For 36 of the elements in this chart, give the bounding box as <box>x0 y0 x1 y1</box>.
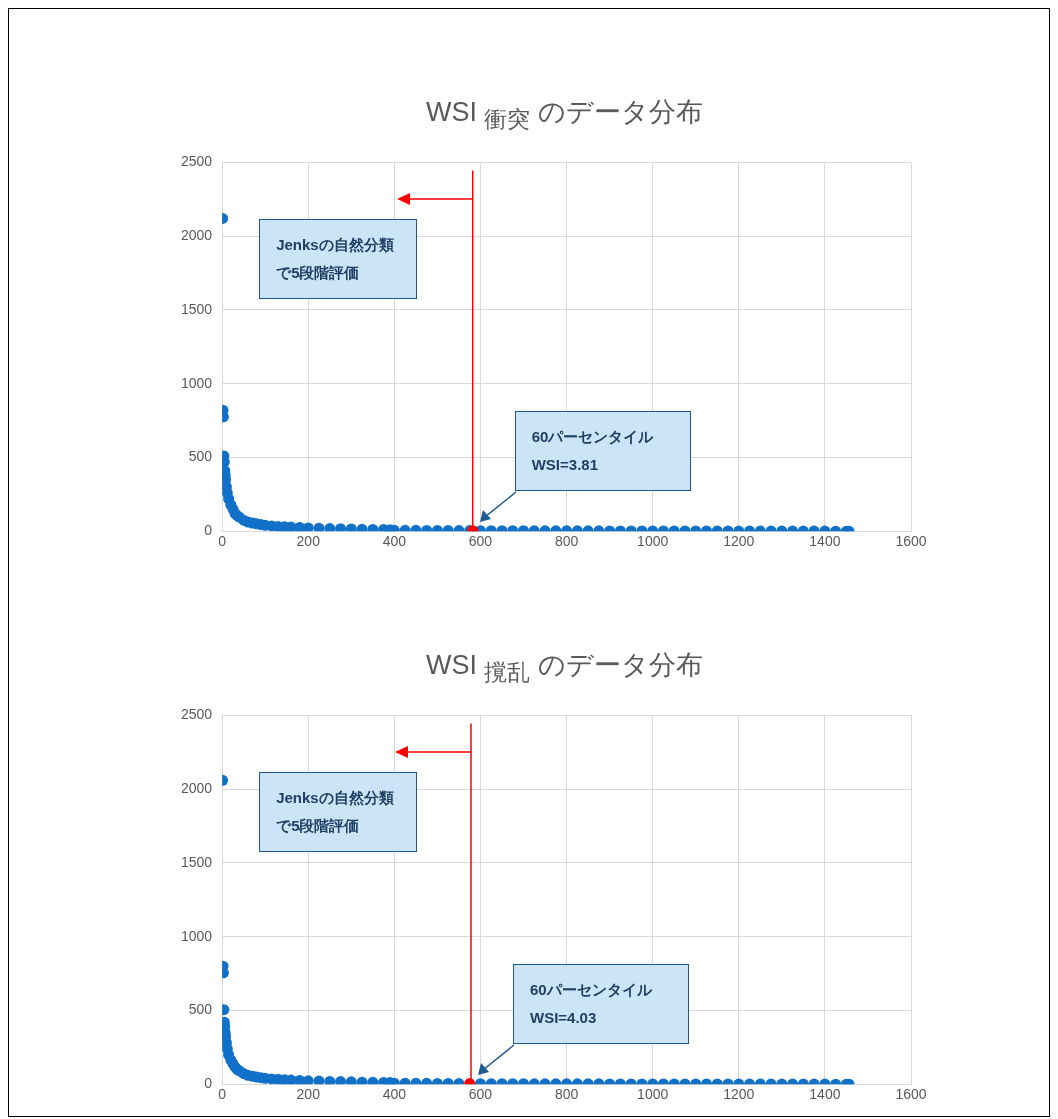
y-tick-label: 1500 <box>180 853 213 870</box>
x-tick-label: 0 <box>218 1086 227 1103</box>
chart-title: WSI $_{撹乱}$ のデータ分布 <box>425 649 704 688</box>
x-tick-label: 1600 <box>895 1086 927 1103</box>
y-tick-label: 2500 <box>180 153 213 170</box>
x-tick-label: 200 <box>296 533 321 550</box>
y-tick-label: 500 <box>188 1001 213 1018</box>
x-tick-label: 1600 <box>895 533 927 550</box>
callout-box: 60パーセンタイル WSI=3.81 <box>514 411 691 492</box>
x-tick-label: 600 <box>468 1086 493 1103</box>
x-tick-label: 1200 <box>723 533 755 550</box>
callout-box: Jenksの自然分類で5段階評価 <box>259 219 418 300</box>
x-tick-label: 800 <box>554 533 579 550</box>
x-tick-label: 200 <box>296 1086 321 1103</box>
x-tick-label: 1200 <box>723 1086 755 1103</box>
y-tick-label: 1500 <box>180 300 213 317</box>
y-tick-label: 500 <box>188 448 213 465</box>
x-tick-label: 600 <box>468 533 493 550</box>
x-tick-label: 1400 <box>809 1086 841 1103</box>
y-tick-label: 2500 <box>180 706 213 723</box>
callout-box: 60パーセンタイル WSI=4.03 <box>513 964 689 1045</box>
x-tick-label: 1000 <box>637 533 669 550</box>
x-tick-label: 400 <box>382 1086 407 1103</box>
callout-box: Jenksの自然分類で5段階評価 <box>259 772 418 853</box>
y-tick-label: 1000 <box>180 374 213 391</box>
y-tick-label: 0 <box>204 1075 213 1092</box>
y-tick-label: 1000 <box>180 927 213 944</box>
y-tick-label: 2000 <box>180 780 213 797</box>
chart-title: WSI $_{衝突}$ のデータ分布 <box>425 96 704 135</box>
x-tick-label: 1400 <box>809 533 841 550</box>
x-tick-label: 800 <box>554 1086 579 1103</box>
x-tick-label: 0 <box>218 533 227 550</box>
y-tick-label: 2000 <box>180 227 213 244</box>
x-tick-label: 1000 <box>637 1086 669 1103</box>
y-tick-label: 0 <box>204 522 213 539</box>
x-tick-label: 400 <box>382 533 407 550</box>
